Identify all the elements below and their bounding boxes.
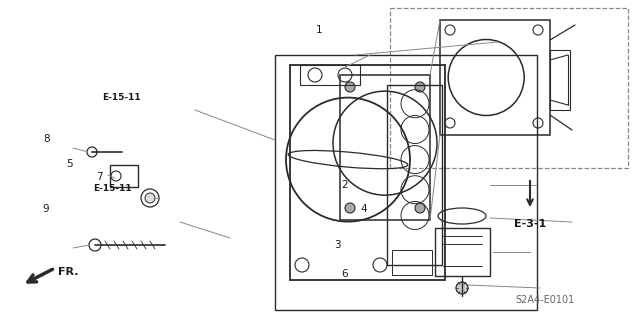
Text: 3: 3 xyxy=(335,240,341,250)
Bar xyxy=(387,85,442,265)
Bar xyxy=(300,65,360,85)
Bar xyxy=(440,20,550,135)
Text: 5: 5 xyxy=(66,159,72,169)
Text: E-15-11: E-15-11 xyxy=(102,93,141,102)
Circle shape xyxy=(345,82,355,92)
Text: S2A4-E0101: S2A4-E0101 xyxy=(515,295,575,305)
Circle shape xyxy=(145,193,155,203)
Text: 7: 7 xyxy=(96,172,102,182)
Text: 1: 1 xyxy=(316,25,322,35)
Circle shape xyxy=(456,282,468,294)
Bar xyxy=(110,165,138,187)
Bar xyxy=(275,55,537,310)
Circle shape xyxy=(415,203,425,213)
Bar xyxy=(392,250,432,275)
Bar xyxy=(390,8,628,168)
Circle shape xyxy=(345,203,355,213)
Text: 4: 4 xyxy=(360,204,367,214)
Circle shape xyxy=(415,82,425,92)
Bar xyxy=(550,50,570,110)
Bar xyxy=(340,75,430,220)
Text: 9: 9 xyxy=(43,204,49,214)
Text: 6: 6 xyxy=(341,269,348,279)
Text: E-3-1: E-3-1 xyxy=(514,219,546,229)
Text: 8: 8 xyxy=(43,134,49,144)
Text: 2: 2 xyxy=(341,180,348,190)
Bar xyxy=(435,228,490,276)
Text: E-15-11: E-15-11 xyxy=(93,184,131,193)
Text: FR.: FR. xyxy=(58,267,79,277)
Bar xyxy=(290,65,445,280)
